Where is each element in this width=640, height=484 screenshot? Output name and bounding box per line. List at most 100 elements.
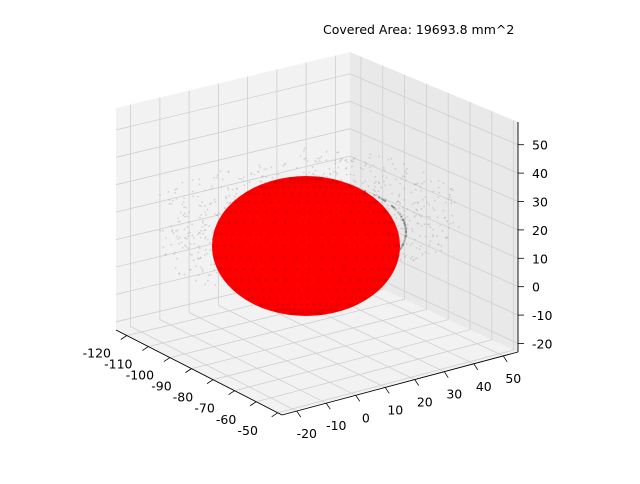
cloud-point — [173, 253, 175, 256]
cloud-point — [419, 189, 422, 192]
cloud-point — [200, 230, 202, 232]
cloud-point — [429, 240, 432, 243]
sphere-point — [238, 200, 242, 204]
cloud-point — [178, 273, 181, 275]
cloud-point — [420, 182, 423, 185]
cloud-point — [248, 181, 251, 184]
cloud-point — [185, 246, 188, 248]
cloud-point — [199, 232, 202, 235]
cloud-point — [205, 213, 208, 216]
cloud-point — [399, 182, 401, 185]
cloud-point — [369, 166, 371, 169]
sphere-point — [368, 288, 372, 292]
cloud-point — [203, 229, 206, 232]
cloud-point — [176, 229, 179, 231]
cloud-point — [201, 226, 203, 228]
cloud-point — [389, 184, 392, 186]
cloud-point — [450, 198, 453, 201]
cloud-point — [333, 171, 335, 173]
sphere-point — [234, 267, 238, 271]
cloud-point — [227, 203, 230, 205]
sphere-point — [285, 210, 289, 214]
cloud-point — [203, 254, 206, 256]
sphere-point — [294, 256, 299, 260]
sphere-point — [214, 232, 218, 236]
cloud-point — [374, 186, 376, 188]
sphere-point — [306, 192, 310, 196]
sphere-point — [293, 185, 297, 189]
cloud-point — [243, 184, 246, 187]
cloud-point — [398, 207, 400, 210]
cloud-point — [419, 235, 421, 238]
sphere-point — [273, 308, 277, 312]
sphere-point — [316, 288, 320, 292]
cloud-point — [409, 257, 412, 260]
cloud-ring-point — [373, 194, 376, 197]
sphere-point — [342, 221, 346, 225]
cloud-point — [405, 179, 407, 182]
y-grid-line — [130, 104, 297, 412]
sphere-point — [297, 200, 301, 204]
sphere-point — [247, 244, 251, 248]
sphere-point — [294, 244, 298, 248]
cloud-point — [195, 265, 198, 268]
cloud-point — [398, 200, 401, 203]
sphere-point — [239, 210, 244, 214]
sphere-point — [290, 296, 294, 300]
sphere-point — [281, 303, 285, 307]
sphere-point — [229, 210, 233, 214]
cloud-point — [424, 235, 427, 238]
sphere-point — [351, 200, 355, 204]
cloud-point — [235, 193, 238, 195]
sphere-point — [335, 288, 339, 292]
cloud-point — [352, 158, 355, 161]
cloud-point — [200, 213, 203, 216]
sphere-point — [364, 288, 368, 292]
cloud-point — [442, 209, 445, 212]
sphere-point — [349, 296, 353, 300]
cloud-point — [170, 225, 173, 228]
cloud-point — [393, 213, 396, 216]
cloud-point — [314, 160, 317, 162]
cloud-ring-point — [400, 215, 403, 218]
cloud-ring-point — [394, 208, 397, 211]
x-grid-line — [148, 65, 384, 347]
sphere-point — [381, 278, 385, 282]
sphere-point — [256, 192, 260, 196]
cloud-point — [189, 253, 192, 256]
cloud-point — [261, 175, 264, 178]
z-tick-label: -10 — [532, 308, 552, 323]
sphere-point — [302, 177, 306, 181]
sphere-point — [344, 256, 348, 260]
cloud-point — [199, 256, 202, 259]
cloud-point — [392, 163, 394, 166]
sphere-point — [214, 256, 218, 260]
sphere-point — [212, 244, 216, 248]
sphere-point — [301, 308, 305, 312]
cloud-point — [427, 252, 430, 255]
cloud-point — [378, 181, 380, 184]
cloud-point — [399, 240, 402, 243]
sphere-point — [306, 200, 311, 204]
cloud-point — [402, 253, 405, 256]
cloud-point — [414, 188, 417, 191]
cloud-point — [436, 216, 439, 219]
cloud-ring-point — [404, 237, 407, 240]
sphere-point — [339, 185, 343, 189]
sphere-point — [282, 256, 286, 260]
sphere-point — [306, 296, 310, 300]
cloud-point — [415, 208, 418, 211]
cloud-point — [265, 168, 268, 170]
sphere-point — [247, 200, 251, 204]
cloud-point — [395, 217, 398, 220]
cloud-point — [216, 272, 218, 274]
cloud-point — [364, 164, 367, 167]
sphere-point — [314, 308, 318, 312]
sphere-point — [368, 200, 372, 204]
y-tick-mark — [325, 402, 331, 410]
cloud-ring-point — [403, 223, 407, 226]
cloud-point — [361, 182, 364, 185]
sphere-point — [337, 296, 341, 300]
sphere-point — [320, 244, 324, 248]
cloud-point — [265, 175, 268, 178]
